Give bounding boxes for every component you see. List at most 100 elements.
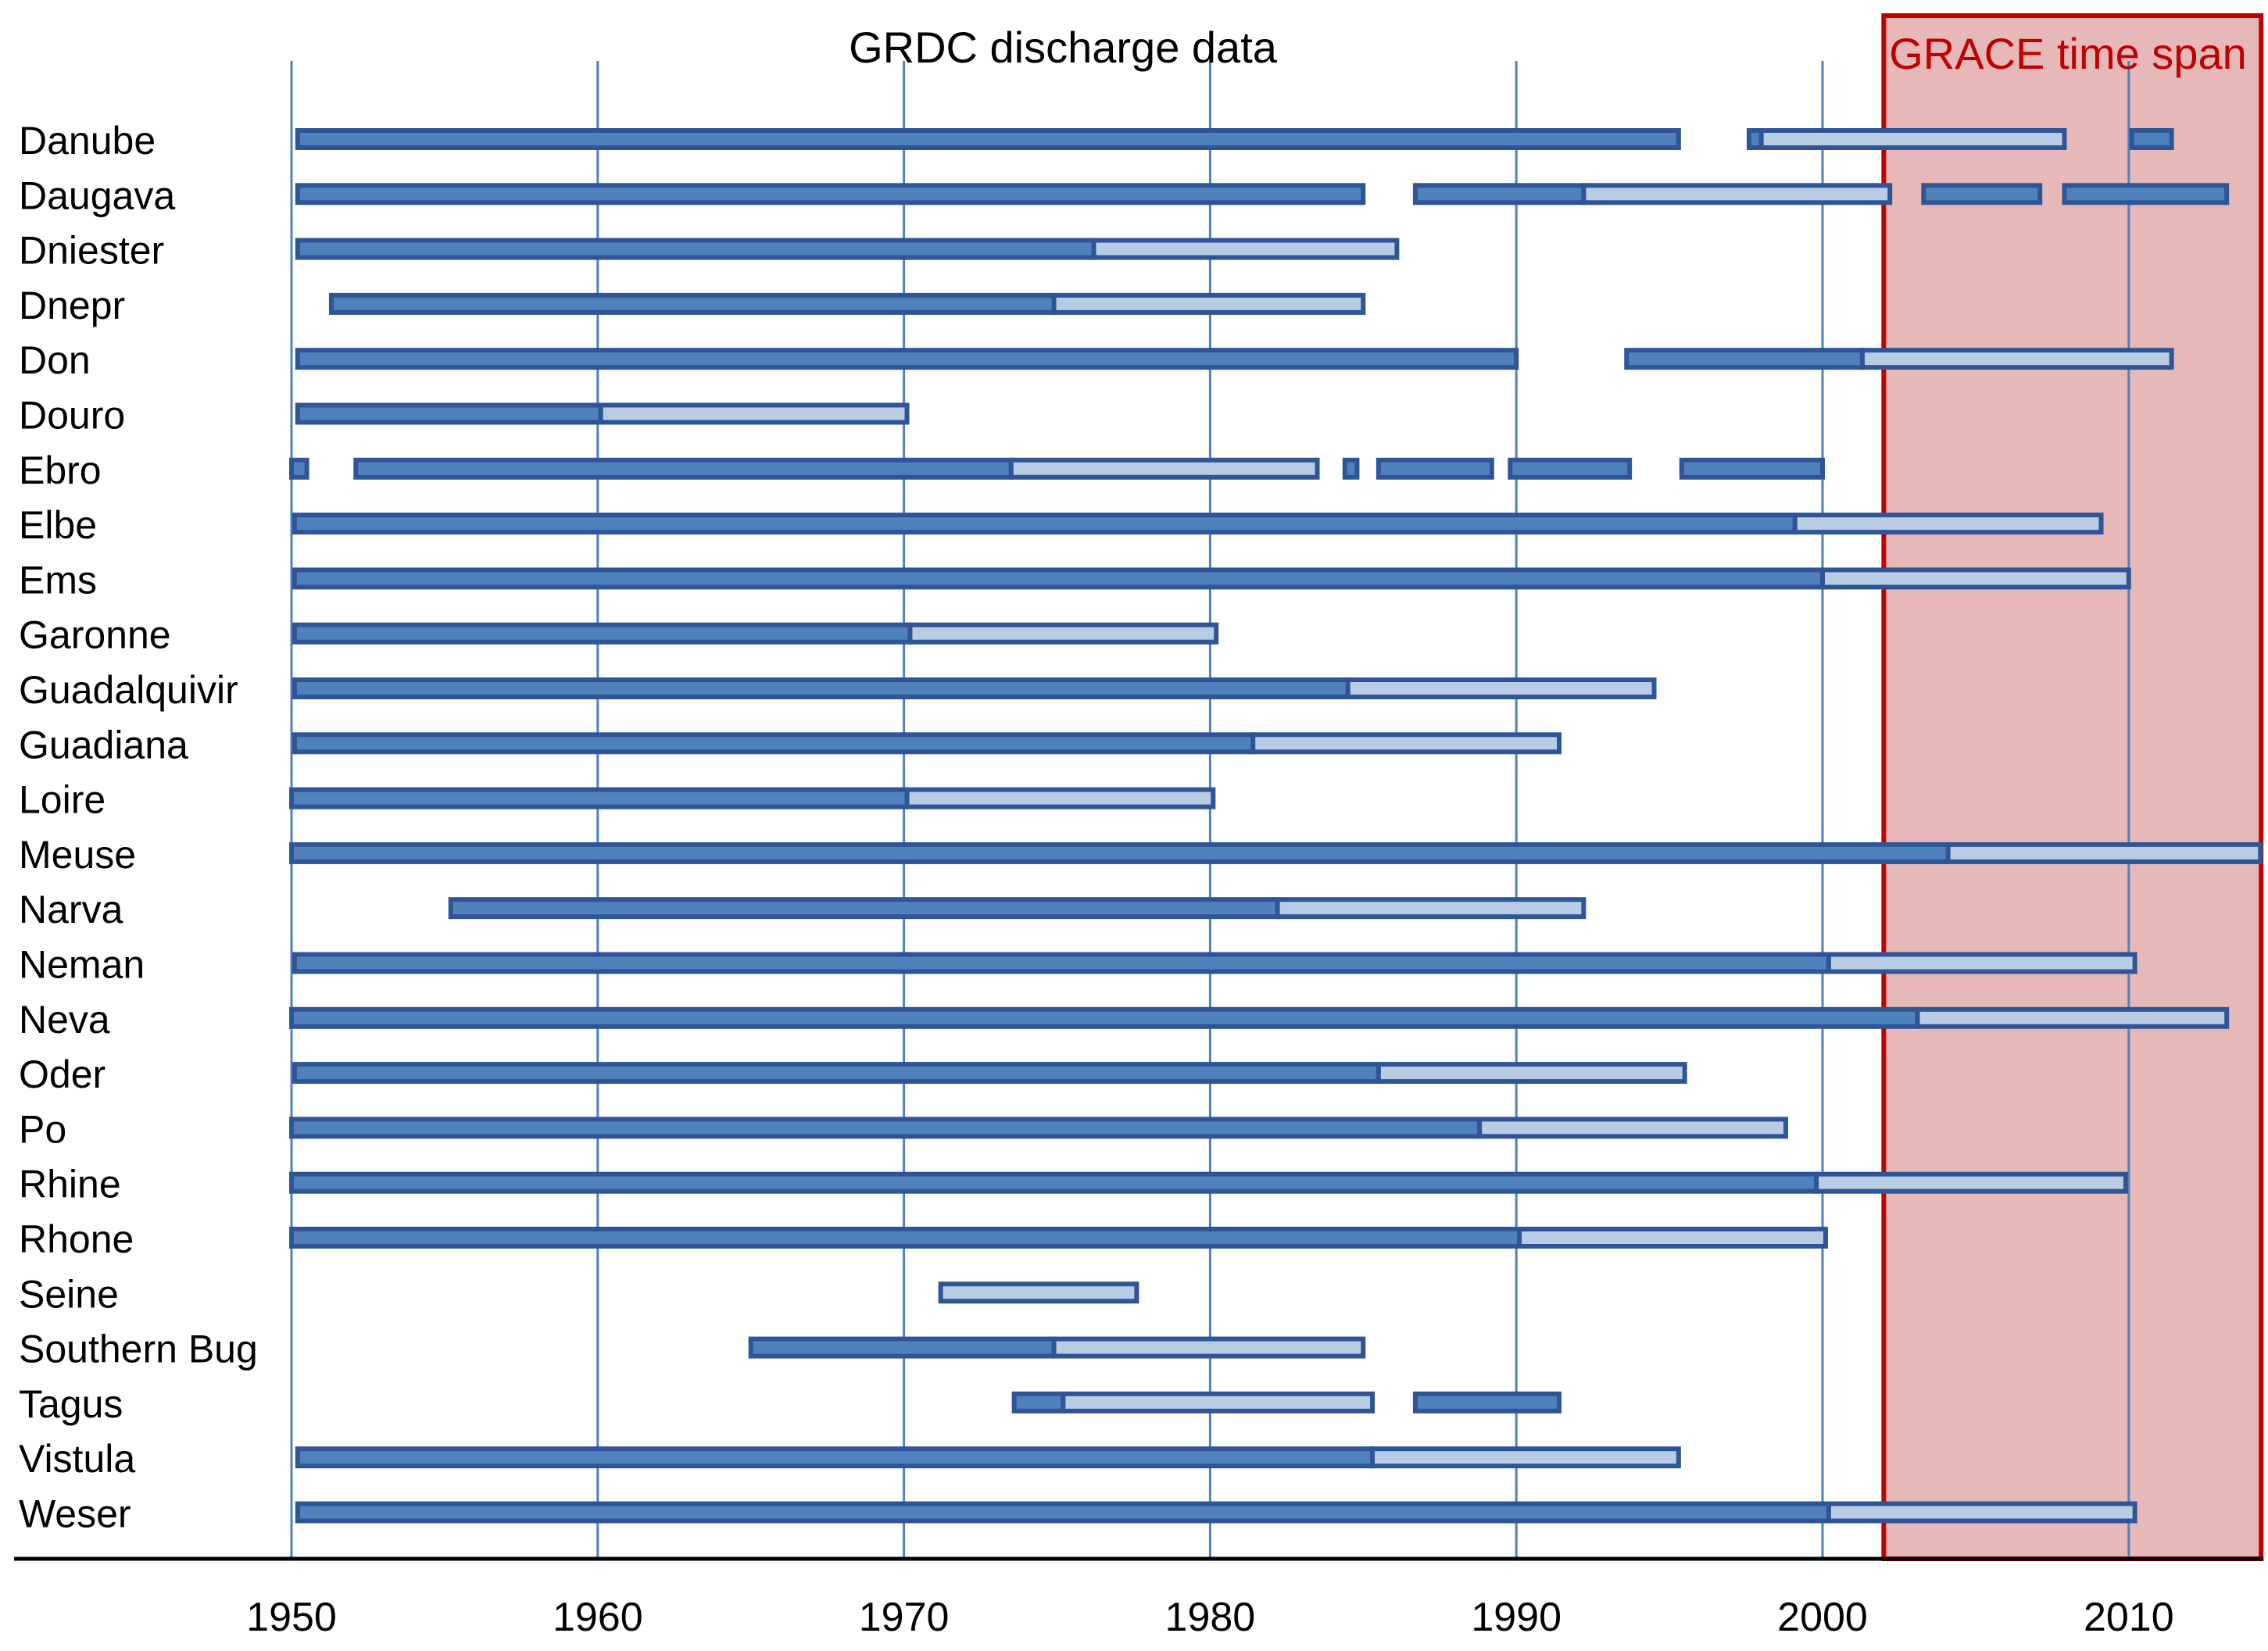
bar-oder-1-primary [292,1062,1381,1085]
bar-don-1-primary [295,348,1519,370]
bar-daugava-5-primary [2062,183,2230,205]
bar-dnepr-2-secondary [1051,292,1366,315]
bar-rhine-2-secondary [1814,1171,2128,1194]
bar-southern-bug-1-primary [748,1336,1057,1359]
river-label-neva: Neva [19,998,110,1042]
bar-douro-1-primary [295,402,603,425]
bar-weser-2-secondary [1826,1501,2137,1524]
x-tick-label-1970: 1970 [859,1595,950,1640]
bar-rhone-2-secondary [1517,1227,1828,1249]
x-tick-labels: 1950 1960 1970 1980 1990 2000 2010 [246,1595,2173,1640]
bar-vistula-2-secondary [1370,1446,1681,1469]
bar-tagus-2-secondary [1061,1391,1375,1413]
bar-elbe-2-secondary [1792,513,2104,535]
bar-po-1-primary [289,1117,1483,1139]
bar-ems-1-primary [292,567,1826,590]
bar-guadalquivir-2-secondary [1345,677,1657,699]
bars [289,128,2263,1524]
bar-ebro-3-secondary [1008,457,1320,480]
bar-meuse-2-secondary [1945,842,2263,864]
bar-elbe-1-primary [292,513,1798,535]
river-label-seine: Seine [19,1272,119,1316]
bar-don-3-secondary [1859,348,2174,370]
river-label-daugava: Daugava [19,173,175,217]
bar-rhone-1-primary [289,1227,1522,1249]
bar-oder-2-secondary [1375,1062,1687,1085]
river-label-rhone: Rhone [19,1217,134,1261]
chart-title: GRDC discharge data [849,23,1278,72]
grace-time-span-label: GRACE time span [1889,29,2247,78]
river-label-douro: Douro [19,394,125,438]
bar-weser-1-primary [295,1501,1831,1524]
x-tick-label-1960: 1960 [553,1595,643,1640]
river-label-dniester: Dniester [19,229,164,273]
bar-seine-1-secondary [938,1281,1139,1304]
bar-ebro-2-primary [353,457,1014,480]
river-label-garonne: Garonne [19,613,171,657]
bar-daugava-3-secondary [1581,183,1893,205]
bar-tagus-1-primary [1011,1391,1066,1413]
bar-loire-2-secondary [904,787,1216,809]
bar-neva-2-secondary [1915,1006,2230,1029]
bar-neva-1-primary [289,1006,1920,1029]
bar-douro-2-secondary [598,402,910,425]
river-labels: Danube Daugava Dniester Dnepr Don Douro Ebro El… [19,119,258,1536]
river-label-vistula: Vistula [19,1437,135,1481]
bar-don-2-primary [1624,348,1865,370]
river-label-tagus: Tagus [19,1382,123,1426]
x-tick-label-1980: 1980 [1165,1595,1256,1640]
bar-neman-1-primary [292,952,1831,974]
bar-narva-2-secondary [1275,897,1587,920]
river-label-elbe: Elbe [19,503,97,547]
river-label-don: Don [19,338,91,382]
bar-neman-2-secondary [1826,952,2137,974]
river-label-southern-bug: Southern Bug [19,1328,258,1371]
x-tick-label-2010: 2010 [2084,1595,2174,1640]
bar-danube-1-primary [295,128,1681,150]
bar-rhine-1-primary [289,1171,1819,1194]
bar-guadiana-1-primary [292,732,1256,755]
river-label-neman: Neman [19,943,145,987]
bar-garonne-1-primary [292,622,913,645]
bar-danube-3-secondary [1758,128,2067,150]
river-label-meuse: Meuse [19,833,136,877]
bar-ebro-6-primary [1508,457,1633,480]
river-label-dnepr: Dnepr [19,284,125,327]
bar-dniester-2-secondary [1091,238,1400,260]
river-label-narva: Narva [19,888,123,931]
bar-dnepr-1-primary [328,292,1057,315]
river-label-oder: Oder [19,1052,106,1096]
river-label-rhine: Rhine [19,1163,121,1206]
river-label-po: Po [19,1107,66,1151]
river-label-weser: Weser [19,1492,131,1536]
bar-daugava-2-primary [1412,183,1587,205]
bar-danube-4-primary [2129,128,2174,150]
bar-ebro-7-primary [1679,457,1825,480]
river-label-ems: Ems [19,558,97,602]
river-label-loire: Loire [19,778,106,822]
bar-ebro-1-primary [289,457,309,480]
grace-time-span-band [1881,13,2264,1561]
bar-ems-2-secondary [1820,567,2131,590]
river-label-ebro: Ebro [19,448,102,492]
bar-loire-1-primary [289,787,910,809]
bar-guadiana-2-secondary [1250,732,1562,755]
bar-southern-bug-2-secondary [1051,1336,1366,1359]
river-label-guadalquivir: Guadalquivir [19,668,238,712]
bar-guadalquivir-1-primary [292,677,1350,699]
bar-tagus-3-primary [1412,1391,1562,1413]
x-tick-label-2000: 2000 [1777,1595,1868,1640]
river-label-guadiana: Guadiana [19,723,188,767]
bar-daugava-1-primary [295,183,1366,205]
bar-meuse-1-primary [289,842,1951,864]
bar-po-2-secondary [1477,1117,1788,1139]
bar-daugava-4-primary [1921,183,2043,205]
x-tick-label-1950: 1950 [246,1595,337,1640]
bar-ebro-5-primary [1375,457,1494,480]
bar-ebro-4-primary [1342,457,1360,480]
bar-vistula-1-primary [295,1446,1375,1469]
bar-garonne-2-secondary [907,622,1219,645]
river-label-danube: Danube [19,119,156,163]
x-tick-label-1990: 1990 [1471,1595,1561,1640]
